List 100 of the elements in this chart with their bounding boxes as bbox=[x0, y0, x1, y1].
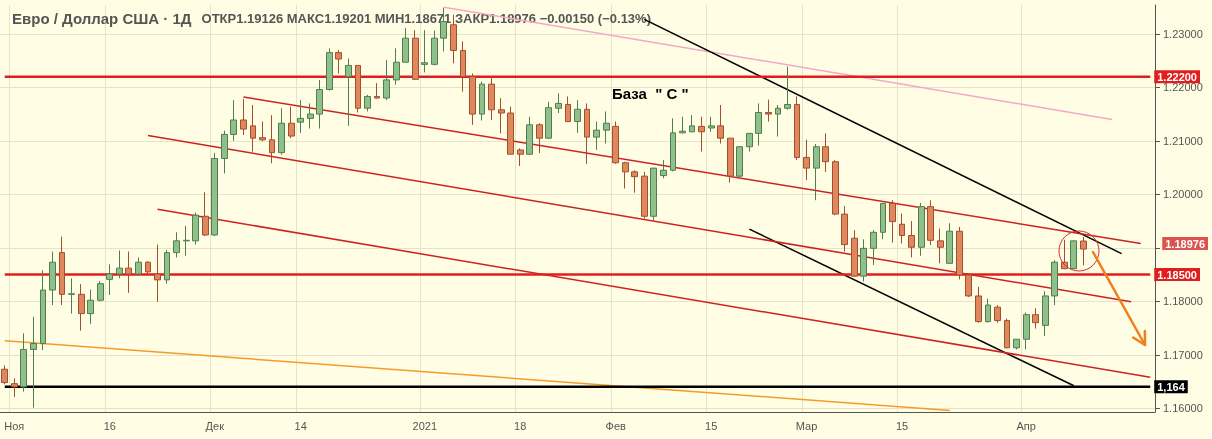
candlestick bbox=[880, 202, 886, 240]
candlestick bbox=[183, 225, 190, 257]
candlestick bbox=[488, 75, 495, 121]
candlestick bbox=[383, 59, 390, 101]
candlestick bbox=[603, 110, 610, 145]
candlestick bbox=[526, 116, 533, 156]
x-tick-label: 15 bbox=[895, 419, 909, 432]
y-tick-label: 1.22000 bbox=[1163, 81, 1203, 94]
candlestick bbox=[154, 244, 161, 303]
candlestick bbox=[746, 132, 753, 153]
x-tick-label: Дек bbox=[205, 419, 225, 432]
candlestick bbox=[946, 222, 953, 264]
y-tick-label: 1.16000 bbox=[1163, 402, 1203, 415]
candlestick bbox=[736, 145, 743, 178]
y-tick-label: 1.20000 bbox=[1163, 188, 1203, 201]
candlestick bbox=[116, 249, 123, 279]
candlestick bbox=[402, 27, 409, 63]
candlestick bbox=[259, 121, 266, 142]
candlestick bbox=[297, 99, 304, 134]
candlestick bbox=[221, 130, 228, 174]
y-tick-label: 1.17000 bbox=[1163, 348, 1203, 361]
candlestick bbox=[1051, 259, 1058, 306]
candlestick bbox=[78, 283, 85, 332]
x-tick-label: Фев bbox=[605, 419, 626, 432]
candlestick bbox=[125, 251, 132, 294]
candlestick bbox=[641, 171, 648, 219]
candlestick bbox=[908, 220, 915, 258]
candlestick bbox=[927, 199, 934, 246]
candlestick bbox=[450, 14, 457, 64]
y-tick-label: 1.21000 bbox=[1163, 134, 1203, 147]
candlestick bbox=[1023, 312, 1030, 350]
x-tick-label: 14 bbox=[294, 419, 307, 432]
candlestick bbox=[593, 121, 600, 151]
candlestick bbox=[994, 304, 1001, 324]
candlestick bbox=[822, 132, 829, 173]
candlestick bbox=[803, 139, 810, 181]
candlestick bbox=[288, 106, 295, 139]
candlestick bbox=[1013, 338, 1020, 350]
candlestick bbox=[565, 95, 571, 123]
candlestick bbox=[956, 226, 963, 280]
chart-title: Евро / Доллар США · 1Д bbox=[12, 9, 192, 27]
candlestick bbox=[765, 99, 772, 123]
candlestick bbox=[1032, 307, 1039, 330]
candlestick bbox=[87, 289, 94, 325]
candlestick bbox=[479, 80, 485, 122]
candlestick bbox=[211, 152, 218, 237]
candlestick bbox=[860, 238, 867, 282]
candlestick bbox=[460, 40, 466, 93]
candlestick bbox=[97, 280, 104, 302]
candlestick bbox=[40, 269, 46, 351]
candlestick bbox=[1, 364, 8, 385]
candlestick bbox=[278, 107, 285, 156]
candlestick bbox=[670, 117, 676, 172]
candlestick bbox=[11, 377, 18, 398]
candlestick bbox=[708, 116, 715, 133]
candlestick bbox=[316, 79, 323, 130]
candlestick bbox=[250, 104, 256, 153]
candlestick bbox=[775, 104, 781, 138]
candlestick bbox=[899, 213, 905, 245]
candlestick bbox=[536, 122, 543, 154]
ref-line-label: 1.18500 bbox=[1157, 268, 1197, 281]
candlestick bbox=[985, 298, 991, 324]
y-tick-label: 1.23000 bbox=[1163, 27, 1203, 40]
candlestick bbox=[307, 102, 314, 130]
text: 1.18976 bbox=[1165, 237, 1205, 250]
candlestick bbox=[49, 251, 56, 306]
candlestick bbox=[555, 92, 562, 114]
candlestick bbox=[345, 57, 352, 127]
x-tick-label: 16 bbox=[103, 419, 116, 432]
candlestick bbox=[841, 205, 848, 253]
ref-line-label: 1.22200 bbox=[1157, 70, 1197, 83]
candlestick bbox=[202, 191, 209, 237]
candlestick bbox=[889, 199, 896, 243]
candlestick bbox=[355, 64, 361, 113]
candlestick bbox=[689, 114, 695, 133]
candlestick bbox=[574, 99, 581, 134]
candlestick bbox=[68, 277, 75, 315]
candlestick bbox=[1080, 236, 1087, 266]
candlestick bbox=[870, 229, 877, 266]
candlestick bbox=[173, 231, 180, 258]
candlestick bbox=[230, 99, 237, 142]
candlestick bbox=[755, 102, 762, 147]
candlestick bbox=[421, 29, 428, 73]
candlestick bbox=[679, 116, 686, 134]
candlestick bbox=[326, 47, 333, 92]
candlestick bbox=[584, 102, 590, 165]
candlestick bbox=[975, 286, 982, 324]
candlestick bbox=[106, 263, 113, 296]
candlestick bbox=[20, 332, 27, 393]
candlestick bbox=[622, 161, 629, 189]
candlestick bbox=[965, 274, 972, 298]
x-tick-label: Апр bbox=[1016, 419, 1036, 432]
candlestick bbox=[545, 101, 552, 140]
annotation: База " C " bbox=[612, 85, 689, 102]
candlestick bbox=[135, 256, 142, 276]
candlestick bbox=[937, 228, 944, 264]
candlestick bbox=[269, 114, 275, 164]
candlestick bbox=[507, 106, 514, 155]
candlestick bbox=[612, 121, 619, 165]
candlestick bbox=[631, 169, 638, 194]
